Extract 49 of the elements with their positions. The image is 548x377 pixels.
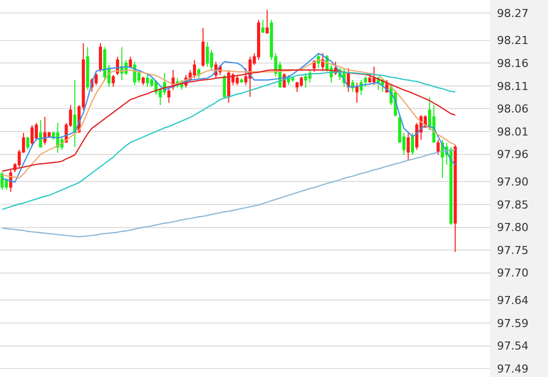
candlestick bbox=[26, 136, 30, 150]
y-tick-label: 98.21 bbox=[497, 34, 528, 48]
candlestick bbox=[86, 46, 90, 91]
y-tick-label: 97.54 bbox=[497, 340, 528, 353]
candlestick bbox=[43, 116, 46, 146]
y-tick-label: 97.75 bbox=[497, 244, 528, 257]
y-tick-label: 97.85 bbox=[497, 198, 528, 212]
candlestick bbox=[128, 56, 132, 69]
y-tick-label: 98.11 bbox=[497, 80, 528, 93]
candlestick bbox=[449, 146, 453, 226]
candlestick bbox=[236, 74, 239, 86]
y-tick-label: 97.49 bbox=[497, 362, 528, 376]
candlestick bbox=[266, 9, 269, 34]
candlestick bbox=[227, 69, 230, 104]
y-tick-label: 98.27 bbox=[497, 6, 528, 20]
candlestick bbox=[73, 80, 76, 148]
candlestick bbox=[206, 42, 209, 68]
y-tick-label: 98.01 bbox=[497, 125, 528, 138]
candlestick bbox=[222, 74, 226, 98]
y-tick-label: 98.16 bbox=[497, 56, 528, 70]
candlestick bbox=[201, 28, 205, 68]
candlestick bbox=[240, 78, 244, 84]
candlestick bbox=[142, 76, 145, 86]
candlestick bbox=[192, 59, 196, 79]
candlestick bbox=[167, 87, 170, 104]
line-series bbox=[2, 149, 456, 238]
candlestick bbox=[355, 82, 358, 104]
y-tick-label: 97.90 bbox=[497, 176, 528, 189]
y-tick-label: 97.96 bbox=[497, 148, 528, 162]
candlestick bbox=[112, 74, 115, 88]
candlestick bbox=[146, 74, 150, 88]
y-tick-label: 97.80 bbox=[497, 221, 528, 234]
candlestick bbox=[261, 19, 264, 34]
candlestick bbox=[304, 72, 308, 88]
candlestick bbox=[296, 81, 299, 92]
candlestick bbox=[372, 66, 376, 86]
candlestick bbox=[30, 124, 34, 148]
candlestick bbox=[454, 144, 457, 252]
candlestick bbox=[39, 120, 42, 148]
y-tick-label: 97.64 bbox=[497, 294, 528, 308]
y-tick-label: 98.06 bbox=[497, 102, 528, 116]
candlestick bbox=[98, 42, 102, 72]
candlestick bbox=[406, 132, 410, 160]
line-series bbox=[2, 71, 456, 210]
y-tick-label: 97.59 bbox=[497, 316, 528, 330]
candlestick bbox=[436, 139, 440, 156]
y-tick-label: 97.70 bbox=[497, 266, 528, 280]
candlestick bbox=[291, 76, 294, 82]
candlestick bbox=[410, 132, 414, 156]
